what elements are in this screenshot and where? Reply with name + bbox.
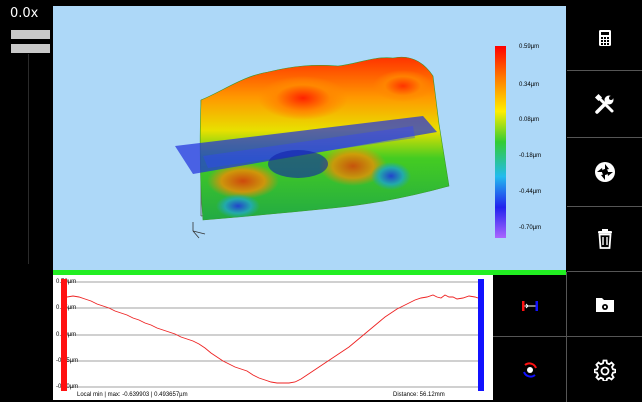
surface-peak-front-left bbox=[207, 163, 279, 199]
profile-end-cursor[interactable] bbox=[478, 279, 484, 391]
rotate-view-button[interactable] bbox=[493, 337, 566, 402]
delete-button[interactable] bbox=[567, 207, 642, 271]
capture-button[interactable] bbox=[567, 138, 642, 206]
trash-icon bbox=[597, 229, 612, 249]
section-plane bbox=[175, 116, 437, 174]
zoom-level-label: 0.0x bbox=[10, 6, 39, 21]
axis-gizmo bbox=[192, 222, 206, 239]
folder-settings-icon bbox=[595, 298, 614, 312]
tools-icon bbox=[594, 93, 613, 114]
surface-pit-left bbox=[216, 194, 260, 218]
zoom-slider-thumb-lower[interactable] bbox=[11, 44, 50, 53]
viewport-divider bbox=[53, 270, 566, 275]
tools-button[interactable] bbox=[567, 71, 642, 137]
color-scale-label: 0.08µm bbox=[519, 117, 540, 123]
surface-peak-front bbox=[319, 146, 387, 186]
zoom-slider-track bbox=[28, 54, 29, 264]
color-scale-label: -0.70µm bbox=[519, 225, 542, 231]
surface-pit-right bbox=[371, 162, 411, 190]
profile-gridlines bbox=[67, 281, 483, 388]
zoom-slider-thumb-upper[interactable] bbox=[11, 30, 50, 39]
profile-chart[interactable]: 0.70µm 0.35µm 0.00µm -0.35µm -0.70µm Loc… bbox=[53, 275, 493, 400]
valley-shadow bbox=[268, 150, 328, 178]
color-scale-label: 0.59µm bbox=[519, 44, 540, 50]
surface-3d-viewport[interactable]: 0.59µm 0.34µm 0.08µm -0.18µm -0.44µm -0.… bbox=[53, 6, 566, 270]
profile-min-max-readout: Local min | max: -0.639903 | 0.493657µm bbox=[77, 392, 188, 398]
color-scale-label: -0.44µm bbox=[519, 189, 542, 195]
surface-peak-right bbox=[373, 70, 433, 102]
open-folder-button[interactable] bbox=[567, 272, 642, 336]
settings-button[interactable] bbox=[567, 337, 642, 402]
gear-icon bbox=[593, 359, 616, 381]
color-scale-label: -0.18µm bbox=[519, 153, 542, 159]
profile-markers-icon bbox=[521, 300, 538, 311]
color-scale-label: 0.34µm bbox=[519, 82, 540, 88]
surface-peak bbox=[258, 76, 348, 120]
profile-plot bbox=[66, 281, 483, 388]
calculator-icon bbox=[598, 30, 611, 46]
color-scale-bar bbox=[495, 46, 506, 238]
profile-line bbox=[66, 294, 482, 384]
camera-aperture-icon bbox=[594, 162, 615, 182]
surface-3d-render bbox=[175, 56, 450, 239]
zoom-slider[interactable]: 0.0x bbox=[8, 6, 53, 270]
profile-distance-readout: Distance: 56.12mm bbox=[393, 392, 445, 398]
calculator-button[interactable] bbox=[567, 6, 642, 70]
rotate-camera-icon bbox=[522, 361, 537, 378]
profile-markers-button[interactable] bbox=[493, 275, 566, 336]
profile-start-cursor[interactable] bbox=[61, 279, 67, 391]
